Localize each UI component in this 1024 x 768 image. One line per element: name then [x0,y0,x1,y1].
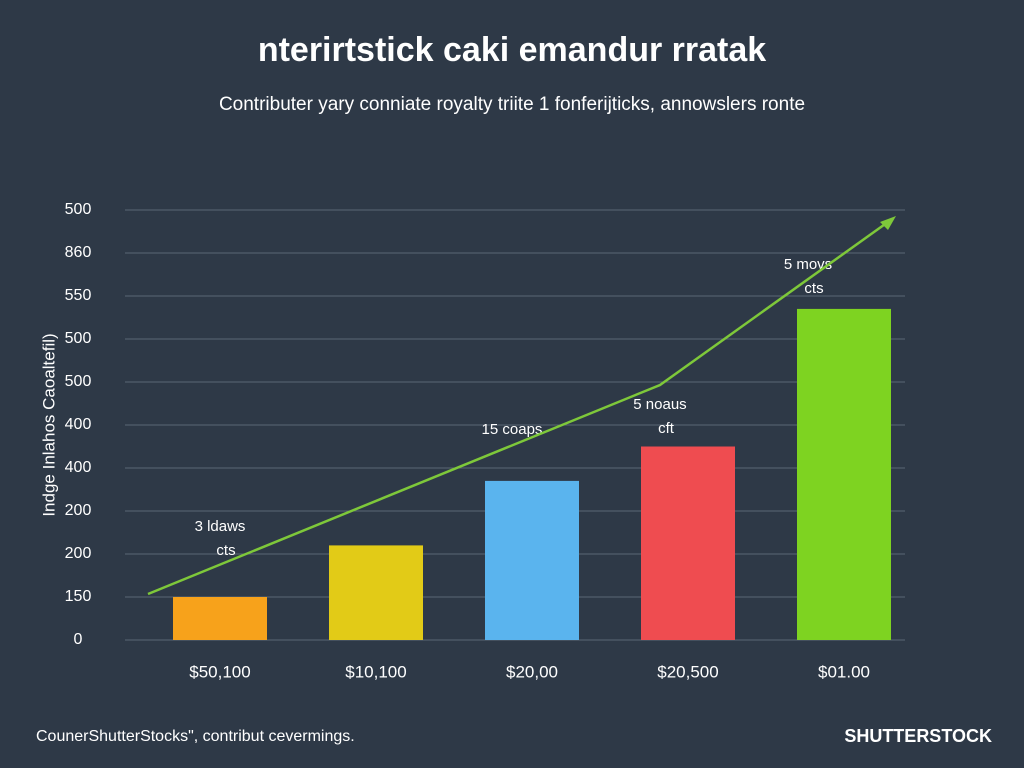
footer: CounerShutterStocks", contribut cevermin… [36,728,355,745]
y-tick-label: 860 [65,244,92,261]
y-tick-label: 500 [65,373,92,390]
x-tick-label: $10,100 [345,662,406,681]
y-tick-label: 550 [65,287,92,304]
trend-arrow [147,220,889,596]
x-tick-label: $50,100 [189,662,250,681]
annotation: cts [216,542,235,559]
annotation: cts [804,280,823,297]
y-tick-label: 500 [65,201,92,218]
y-axis-label: Indge Inlahos Caoaltefil) [39,333,58,516]
chart-title: nterirtstick caki emandur rratak [258,31,766,69]
plot-area: 0 150 200 200 400 400 500 500 550 860 500 $50,100 $1… [65,201,905,681]
annotation: 3 ldaws [195,518,246,535]
bar [485,480,579,640]
y-tick-label: 200 [65,502,92,519]
y-tick-label: 200 [65,545,92,562]
annotation: 15 coaps [482,421,543,438]
chart-subtitle: Contributer yary conniate royalty triite… [219,94,805,115]
y-tick-label: 150 [65,588,92,605]
x-tick-label: $20,500 [657,662,718,681]
bar [173,597,267,640]
annotation: cft [658,420,675,437]
annotation: 5 movs [784,256,832,273]
y-tick-label: 0 [74,631,83,648]
y-tick-label: 500 [65,330,92,347]
brand: SHUTTERSTOCK [844,726,992,746]
annotation: 5 noaus [633,396,686,413]
arrow-head [880,216,896,230]
x-tick-label: $20,00 [506,662,558,681]
y-tick-label: 400 [65,459,92,476]
y-tick-label: 400 [65,416,92,433]
x-tick-label: $01.00 [818,662,870,681]
bar [329,545,423,640]
bar [797,308,891,640]
bar [641,446,735,640]
